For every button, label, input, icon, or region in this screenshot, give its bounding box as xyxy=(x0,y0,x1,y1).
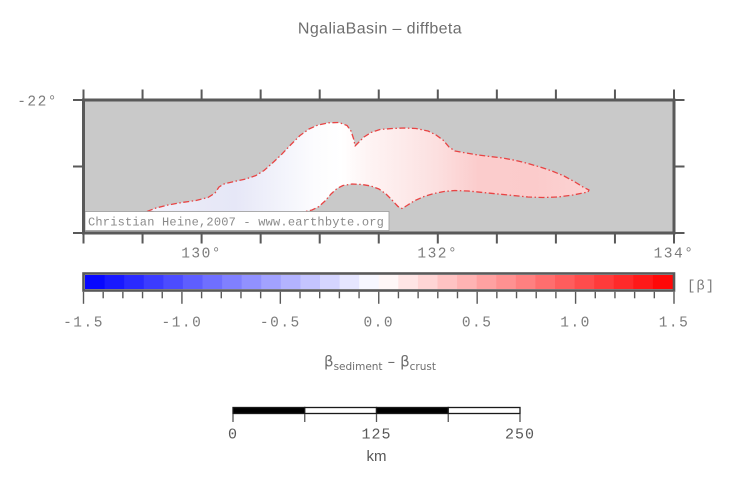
colorbar-segment xyxy=(398,275,419,289)
colorbar-label: 1.5 xyxy=(659,316,690,332)
colorbar-frame xyxy=(82,272,676,292)
colorbar-segment xyxy=(652,275,673,289)
colorbar-segment xyxy=(476,275,497,289)
colorbar-label: -0.5 xyxy=(260,316,301,332)
scale-bar-segment xyxy=(232,406,306,415)
colorbar-segment xyxy=(339,275,360,289)
colorbar-segment xyxy=(163,275,184,289)
colorbar-segment xyxy=(124,275,145,289)
colorbar-segment xyxy=(574,275,595,289)
scale-bar-label: 0 xyxy=(228,427,238,444)
colorbar-segment xyxy=(85,275,106,289)
scale-bar-segment xyxy=(375,406,449,415)
colorbar-segment xyxy=(378,275,399,289)
crust-subscript: crust xyxy=(410,361,436,373)
colorbar-segment xyxy=(535,275,556,289)
scale-bar-unit: km xyxy=(367,448,387,465)
longitude-tick-labels: 130° 132° 134° xyxy=(181,247,695,263)
sediment-subscript: sediment xyxy=(334,361,383,373)
scale-bar-segment xyxy=(304,406,378,415)
colorbar-segment xyxy=(359,275,380,289)
scale-bar-segment xyxy=(447,406,521,415)
watermark-text: Christian Heine,2007 - www.earthbyte.org xyxy=(88,216,384,230)
basin-outline-polygon xyxy=(146,121,590,216)
colorbar-unit-label: [β] xyxy=(687,279,715,295)
colorbar-segment xyxy=(222,275,243,289)
colorbar-label: -1.0 xyxy=(162,316,203,332)
colorbar-segment xyxy=(496,275,517,289)
latitude-tick-label: -22° xyxy=(17,95,58,111)
longitude-label: 134° xyxy=(654,247,695,263)
colorbar-segment xyxy=(202,275,223,289)
colorbar-segment xyxy=(515,275,536,289)
beta-symbol: β xyxy=(324,353,334,371)
colorbar-segment xyxy=(633,275,654,289)
scale-bar-label: 250 xyxy=(505,427,535,444)
colorbar-label: 1.0 xyxy=(560,316,591,332)
colorbar-segment xyxy=(182,275,203,289)
colorbar-segment xyxy=(437,275,458,289)
quantity-label: βsediment – βcrust xyxy=(324,353,436,374)
colorbar-segment xyxy=(241,275,262,289)
colorbar-segment xyxy=(320,275,341,289)
map-frame xyxy=(82,98,676,235)
longitude-label: 130° xyxy=(181,247,222,263)
colorbar-tick-labels: -1.5 -1.0 -0.5 0.0 0.5 1.0 1.5 xyxy=(63,316,690,332)
colorbar-segment xyxy=(457,275,478,289)
colorbar-segment xyxy=(280,275,301,289)
colorbar-segment xyxy=(261,275,282,289)
colorbar-segment xyxy=(300,275,321,289)
beta-symbol-2: β xyxy=(400,353,410,371)
colorbar-ticks xyxy=(82,291,675,304)
latitude-ticks xyxy=(73,99,685,234)
colorbar-segment xyxy=(417,275,438,289)
colorbar-segment xyxy=(104,275,125,289)
colorbar-segment xyxy=(594,275,615,289)
colorbar-label: 0.5 xyxy=(462,316,493,332)
colorbar-segment xyxy=(143,275,164,289)
colorbar-label: 0.0 xyxy=(363,316,394,332)
scale-bar-label: 125 xyxy=(361,427,391,444)
figure-title: NgaliaBasin – diffbeta xyxy=(298,21,462,38)
colorbar-label: -1.5 xyxy=(63,316,104,332)
colorbar-segment xyxy=(613,275,634,289)
scale-bar: 0 125 250 xyxy=(228,406,535,444)
longitude-label: 132° xyxy=(417,247,458,263)
minus-sign: – xyxy=(388,353,396,371)
longitude-ticks xyxy=(82,89,675,244)
colorbar-segments xyxy=(85,275,673,289)
colorbar-segment xyxy=(555,275,576,289)
